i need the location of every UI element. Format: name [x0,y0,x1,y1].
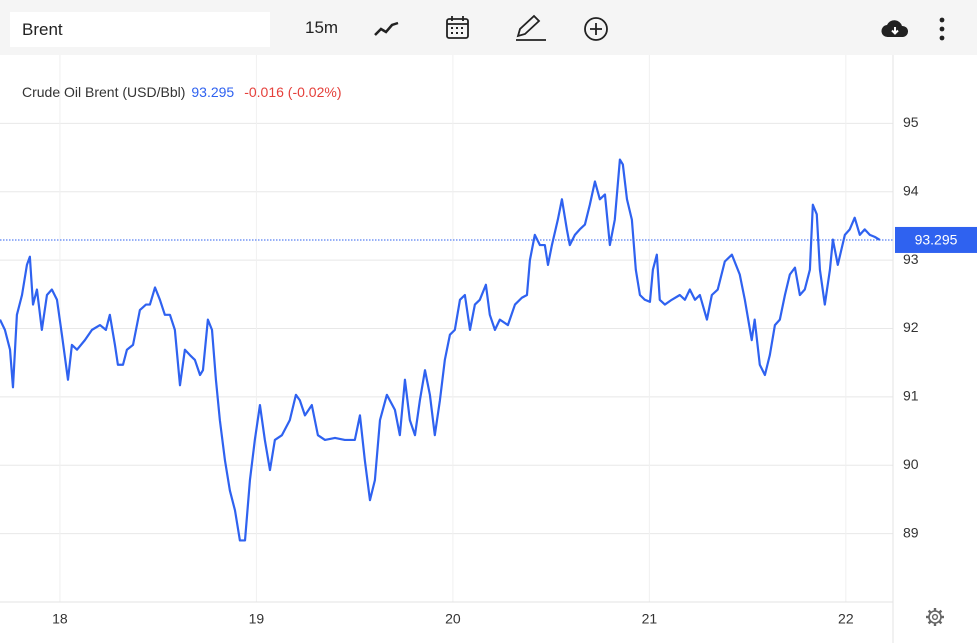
y-tick-label: 92 [903,319,919,335]
chart: Crude Oil Brent (USD/Bbl) 93.295 -0.016 (-… [0,55,977,643]
x-tick-label: 20 [445,611,461,627]
legend: Crude Oil Brent (USD/Bbl) 93.295 -0.016 (-… [22,84,342,100]
last-price-badge [895,226,977,253]
y-tick-label: 94 [903,182,919,198]
x-tick-label: 21 [642,611,658,627]
add-icon[interactable] [583,16,609,42]
last-price-label: 93.295 [915,232,958,248]
draw-icon[interactable] [514,14,548,42]
y-tick-label: 93 [903,251,919,267]
x-tick-label: 19 [249,611,265,627]
y-tick-label: 90 [903,456,919,472]
menu-icon[interactable] [935,16,949,44]
line-style-icon[interactable] [372,18,402,40]
interval-button[interactable]: 15m [305,18,339,37]
legend-title: Crude Oil Brent (USD/Bbl) [22,84,185,100]
legend-price: 93.295 [191,84,234,100]
y-tick-label: 89 [903,524,919,540]
legend-change: -0.016 (-0.02%) [244,84,341,100]
y-tick-label: 95 [903,114,919,130]
search-box[interactable]: Brent [10,12,270,47]
settings-icon[interactable] [926,608,944,626]
toolbar: Brent 15m [0,0,977,55]
x-tick-label: 22 [838,611,854,627]
x-tick-label: 18 [52,611,68,627]
calendar-icon[interactable] [445,15,471,41]
download-icon[interactable] [880,18,910,40]
price-line [0,158,881,542]
y-tick-label: 91 [903,388,919,404]
